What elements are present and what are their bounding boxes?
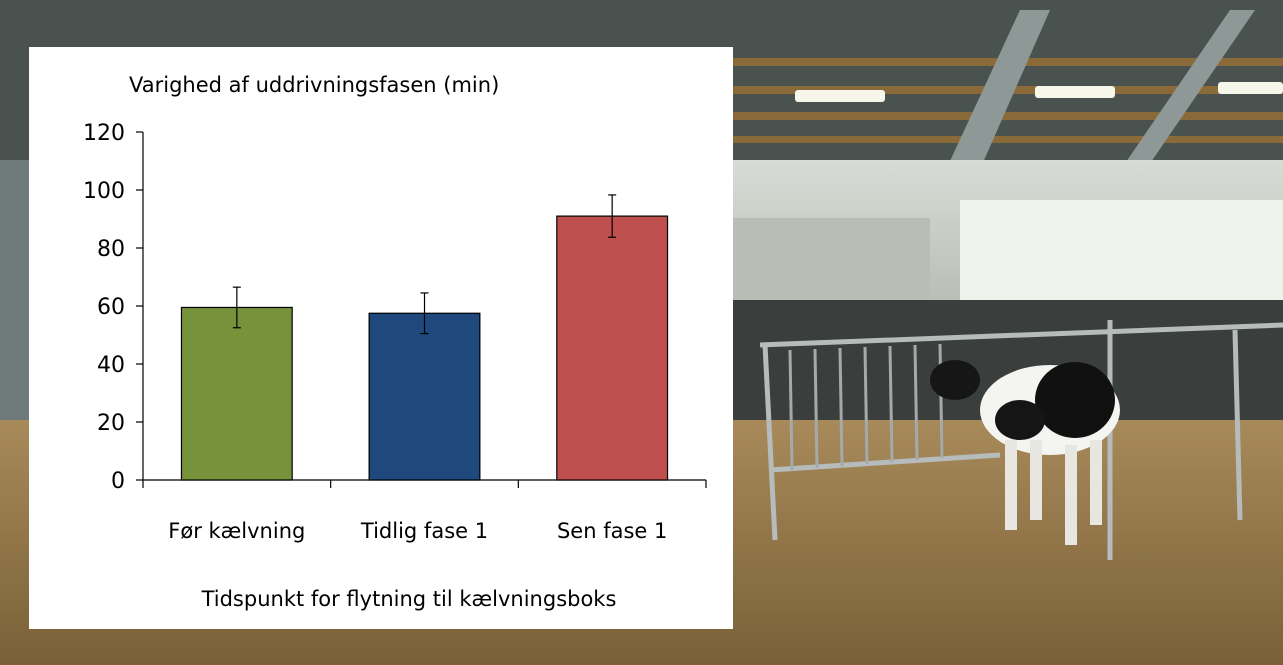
x-axis-label: Tidspunkt for flytning til kælvningsboks [201,587,617,611]
y-tick-label: 100 [83,179,125,204]
bar-chart: Varighed af uddrivningsfasen (min) 0 20 40… [83,73,707,611]
y-tick-label: 0 [111,469,125,494]
bar [556,215,669,481]
cow [930,360,1120,545]
chart-title: Varighed af uddrivningsfasen (min) [129,73,499,97]
x-category-label: Sen fase 1 [557,519,667,543]
x-category-label: Før kælvning [168,519,305,543]
bar [368,312,481,481]
y-tick-label: 20 [97,411,125,436]
y-tick-label: 80 [97,237,125,262]
bar [180,306,293,481]
y-tick-label: 60 [97,295,125,320]
x-axis: Før kælvning Tidlig fase 1 Sen fase 1 [142,479,707,543]
bars [180,194,669,481]
x-category-label: Tidlig fase 1 [360,519,488,543]
chart-panel: Varighed af uddrivningsfasen (min) 0 20 40… [29,47,733,629]
y-tick-label: 40 [97,353,125,378]
y-tick-label: 120 [83,121,125,146]
y-axis: 0 20 40 60 80 100 120 [83,121,144,494]
